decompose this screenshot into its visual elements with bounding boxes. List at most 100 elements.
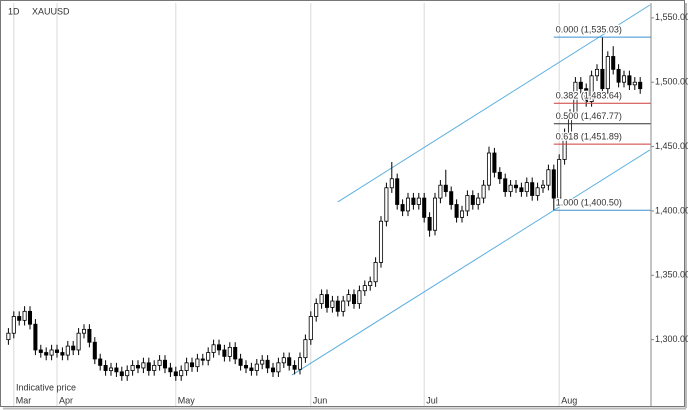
candle-body (281, 357, 286, 364)
candle-body (362, 285, 367, 292)
candle-body (114, 367, 119, 373)
candle-body (632, 81, 637, 86)
candle-body (557, 159, 562, 199)
overlay (291, 4, 651, 376)
candle-body (292, 364, 297, 370)
x-tick-label: Aug (561, 395, 577, 405)
candle-body (611, 56, 616, 70)
candle-body (254, 363, 259, 371)
candle-body (222, 349, 227, 357)
note: Indicative price (16, 382, 76, 392)
candle-body (270, 367, 276, 373)
candle-body (200, 358, 205, 361)
candle-body (60, 352, 65, 356)
x-tick-label: May (178, 395, 196, 405)
candle-body (108, 367, 114, 371)
candle-body (103, 364, 108, 371)
candle-body (87, 328, 92, 343)
candle-body (578, 81, 583, 90)
candle-body (33, 323, 38, 351)
candle-body (238, 358, 243, 366)
candle-body (335, 300, 340, 312)
candle-body (454, 204, 459, 218)
candle-body (119, 371, 124, 377)
x-tick-label: Jul (426, 395, 438, 405)
candle-body (260, 359, 265, 365)
candle-body (540, 184, 546, 189)
candle-body (287, 357, 292, 366)
candle-body (157, 359, 162, 366)
candle-body (17, 316, 22, 321)
candle-body (319, 294, 324, 305)
candle-body (519, 187, 524, 193)
candle-body (38, 349, 43, 353)
candle-body (44, 352, 49, 356)
candle-body (389, 178, 394, 189)
candle-body (621, 75, 627, 83)
candle-body (130, 364, 135, 371)
candle-body (524, 182, 529, 193)
candle-body (184, 362, 189, 371)
x-tick-label: Apr (59, 395, 73, 405)
candle-body (179, 370, 184, 377)
candle-body (216, 344, 222, 351)
candle-body (459, 210, 465, 218)
candle-body (427, 216, 432, 231)
candle-body (297, 357, 303, 370)
candle-body (594, 68, 600, 77)
candle-body (605, 56, 610, 90)
candle-body (503, 178, 508, 193)
candle-body (195, 358, 200, 368)
candle-body (308, 316, 313, 341)
candle-body (368, 281, 373, 286)
fib-label: 0.000 (1,535.03) (556, 25, 622, 35)
candle-body (189, 362, 195, 368)
fib-label: 1.000 (1,400.50) (556, 198, 622, 208)
candle-body (162, 359, 168, 369)
candle-body (22, 310, 27, 321)
candle-body (535, 187, 540, 196)
candle-body (65, 345, 70, 356)
candle-body (486, 152, 492, 186)
candle-body (384, 187, 389, 222)
candle-body (276, 362, 281, 373)
candle-body (378, 220, 384, 263)
candle-body (357, 290, 362, 305)
fib-label: 0.500 (1,467.77) (556, 111, 622, 121)
candle-body (346, 294, 351, 302)
candle-body (470, 195, 475, 205)
candle-body (206, 352, 211, 361)
y-tick-label: 1,300.00 (655, 334, 688, 344)
candle-body (324, 294, 330, 308)
candle-body (400, 204, 405, 212)
y-tick-label: 1,450.00 (655, 141, 688, 151)
candle-body (173, 371, 178, 377)
candle-body (438, 184, 443, 199)
candle-body (330, 300, 335, 308)
candle-body (135, 364, 141, 369)
candle-body (71, 345, 76, 351)
candle-body (303, 339, 308, 359)
candle-body (443, 184, 448, 193)
candle-body (422, 197, 427, 218)
channel-line (291, 149, 651, 376)
candle-body (508, 184, 513, 193)
candle-body (395, 178, 400, 205)
candle-body (638, 81, 643, 90)
candle-body (616, 68, 621, 83)
candle-body (627, 75, 632, 86)
candle-body (530, 182, 535, 196)
candle-body (432, 197, 438, 231)
x-tick-label: Mar (16, 395, 32, 405)
candle-body (465, 195, 470, 212)
fib-label: 0.618 (1,451.89) (556, 132, 622, 142)
candle-body (92, 341, 97, 360)
candle-body (416, 197, 421, 205)
candle-body (481, 184, 486, 199)
candle-body (497, 171, 502, 180)
interval: 1D (8, 6, 20, 16)
candle-body (27, 310, 33, 325)
y-tick-label: 1,500.00 (655, 77, 688, 87)
